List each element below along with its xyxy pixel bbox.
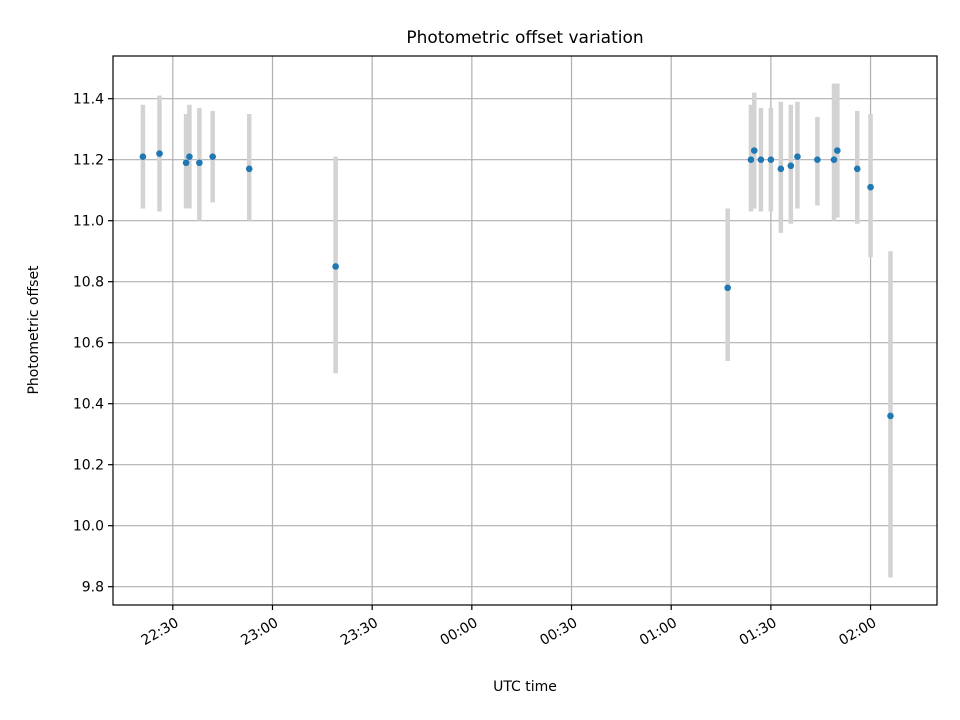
data-point [139, 153, 147, 160]
data-point [196, 159, 203, 167]
data-point [156, 150, 163, 157]
y-axis-ticks: 9.8 10.0 10.2 10.4 10.6 10.8 11.0 11.2 11.4 [73, 92, 113, 596]
data-point [794, 153, 801, 160]
y-axis-label: Photometric offset [26, 265, 42, 395]
data-point [853, 165, 861, 173]
data-point [757, 156, 765, 163]
y-tick-label: 10.8 [73, 275, 104, 291]
data-point [209, 153, 216, 160]
data-point [182, 159, 190, 167]
data-point [245, 165, 253, 173]
plot-frame [112, 55, 938, 606]
chart-title: Photometric offset variation [406, 28, 643, 48]
data-point [830, 156, 838, 163]
data-point [887, 412, 894, 420]
data-point [767, 156, 775, 163]
data-point [332, 263, 339, 270]
data-point [186, 153, 193, 160]
data-point [750, 147, 758, 154]
y-tick-label: 10.2 [73, 458, 104, 474]
data-point [787, 162, 795, 170]
x-axis-label: UTC time [493, 679, 557, 695]
y-tick-label: 9.8 [82, 580, 104, 596]
data-points [139, 147, 894, 420]
y-tick-label: 11.0 [73, 214, 104, 230]
data-point [834, 147, 841, 154]
data-point [814, 156, 821, 163]
y-tick-label: 11.4 [73, 92, 104, 108]
data-point [777, 165, 785, 173]
data-point [867, 183, 874, 191]
y-tick-label: 10.0 [73, 519, 104, 535]
data-point [724, 284, 731, 292]
data-point [747, 156, 755, 163]
y-tick-label: 10.6 [73, 336, 104, 352]
y-tick-label: 11.2 [73, 153, 104, 169]
y-tick-label: 10.4 [73, 397, 104, 413]
